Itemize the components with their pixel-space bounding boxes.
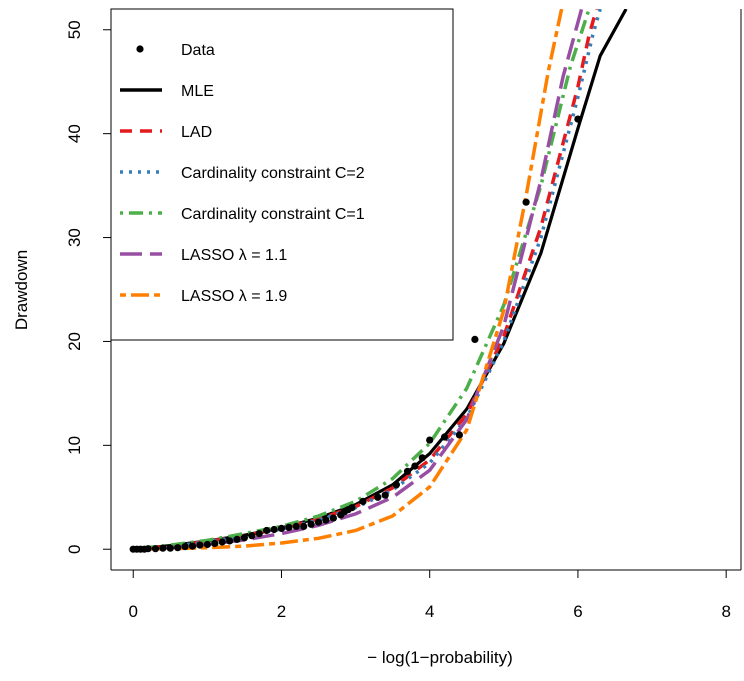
x-tick-label: 0	[129, 602, 138, 621]
data-point	[329, 514, 337, 522]
x-tick-label: 6	[573, 602, 582, 621]
legend-label: Cardinality constraint C=1	[181, 206, 365, 223]
data-point	[188, 542, 197, 550]
data-point	[151, 545, 160, 553]
plot-region	[110, 9, 742, 571]
legend-marker	[136, 45, 144, 53]
data-point	[277, 524, 286, 533]
data-point	[263, 526, 271, 535]
data-point	[300, 522, 308, 531]
data-point	[348, 504, 356, 512]
y-axis: 0 10 20 30 40 50	[65, 20, 111, 554]
y-tick-label: 30	[65, 228, 84, 247]
data-point	[307, 520, 315, 528]
data-point	[522, 198, 530, 206]
data-point	[203, 540, 211, 549]
data-point	[166, 544, 174, 552]
data-point	[292, 522, 300, 531]
legend-label: LASSO λ = 1.9	[181, 288, 287, 305]
data-point	[211, 539, 219, 548]
x-tick-label: 4	[425, 602, 434, 621]
y-tick-label: 10	[65, 436, 84, 455]
data-point	[248, 532, 256, 540]
data-point	[455, 431, 463, 439]
points-layer	[129, 115, 582, 553]
series-line-6	[133, 9, 564, 551]
data-point	[574, 115, 582, 123]
data-point	[374, 493, 382, 501]
data-point	[322, 516, 330, 524]
data-point	[426, 436, 434, 444]
x-axis-label: − log(1−probability)	[367, 648, 513, 667]
data-point	[285, 523, 293, 532]
data-point	[440, 433, 449, 441]
y-tick-label: 0	[65, 544, 84, 553]
data-point	[218, 538, 226, 546]
series-line-4	[133, 9, 591, 551]
legend-label: LASSO λ = 1.1	[181, 247, 287, 264]
data-point	[381, 491, 389, 499]
data-point	[403, 467, 412, 475]
y-tick-label: 40	[65, 124, 84, 143]
legend-label: LAD	[181, 124, 212, 141]
x-tick-label: 2	[277, 602, 286, 621]
data-point	[159, 544, 167, 552]
y-tick-label: 20	[65, 332, 84, 351]
data-point	[226, 537, 234, 545]
data-point	[240, 534, 248, 542]
legend: Data MLE LAD Cardinality constraint C=2 Card…	[110, 8, 454, 341]
data-point	[196, 541, 204, 549]
data-point	[174, 544, 182, 552]
data-point	[233, 535, 241, 544]
legend-label: Data	[181, 42, 215, 59]
y-axis-label: Drawdown	[12, 250, 31, 330]
data-point	[255, 530, 263, 538]
x-axis: 0 2 4 6 8	[129, 570, 731, 621]
data-point	[270, 525, 278, 534]
data-point	[181, 543, 189, 551]
data-point	[359, 497, 367, 505]
legend-box	[110, 8, 454, 341]
y-tick-label: 50	[65, 20, 84, 39]
legend-label: MLE	[181, 83, 214, 100]
data-point	[144, 545, 152, 553]
data-point	[314, 518, 323, 526]
x-tick-label: 8	[721, 602, 730, 621]
data-point	[392, 481, 400, 489]
data-point	[411, 462, 419, 470]
legend-label: Cardinality constraint C=2	[181, 165, 365, 182]
data-point	[418, 454, 426, 462]
data-point	[471, 335, 479, 343]
